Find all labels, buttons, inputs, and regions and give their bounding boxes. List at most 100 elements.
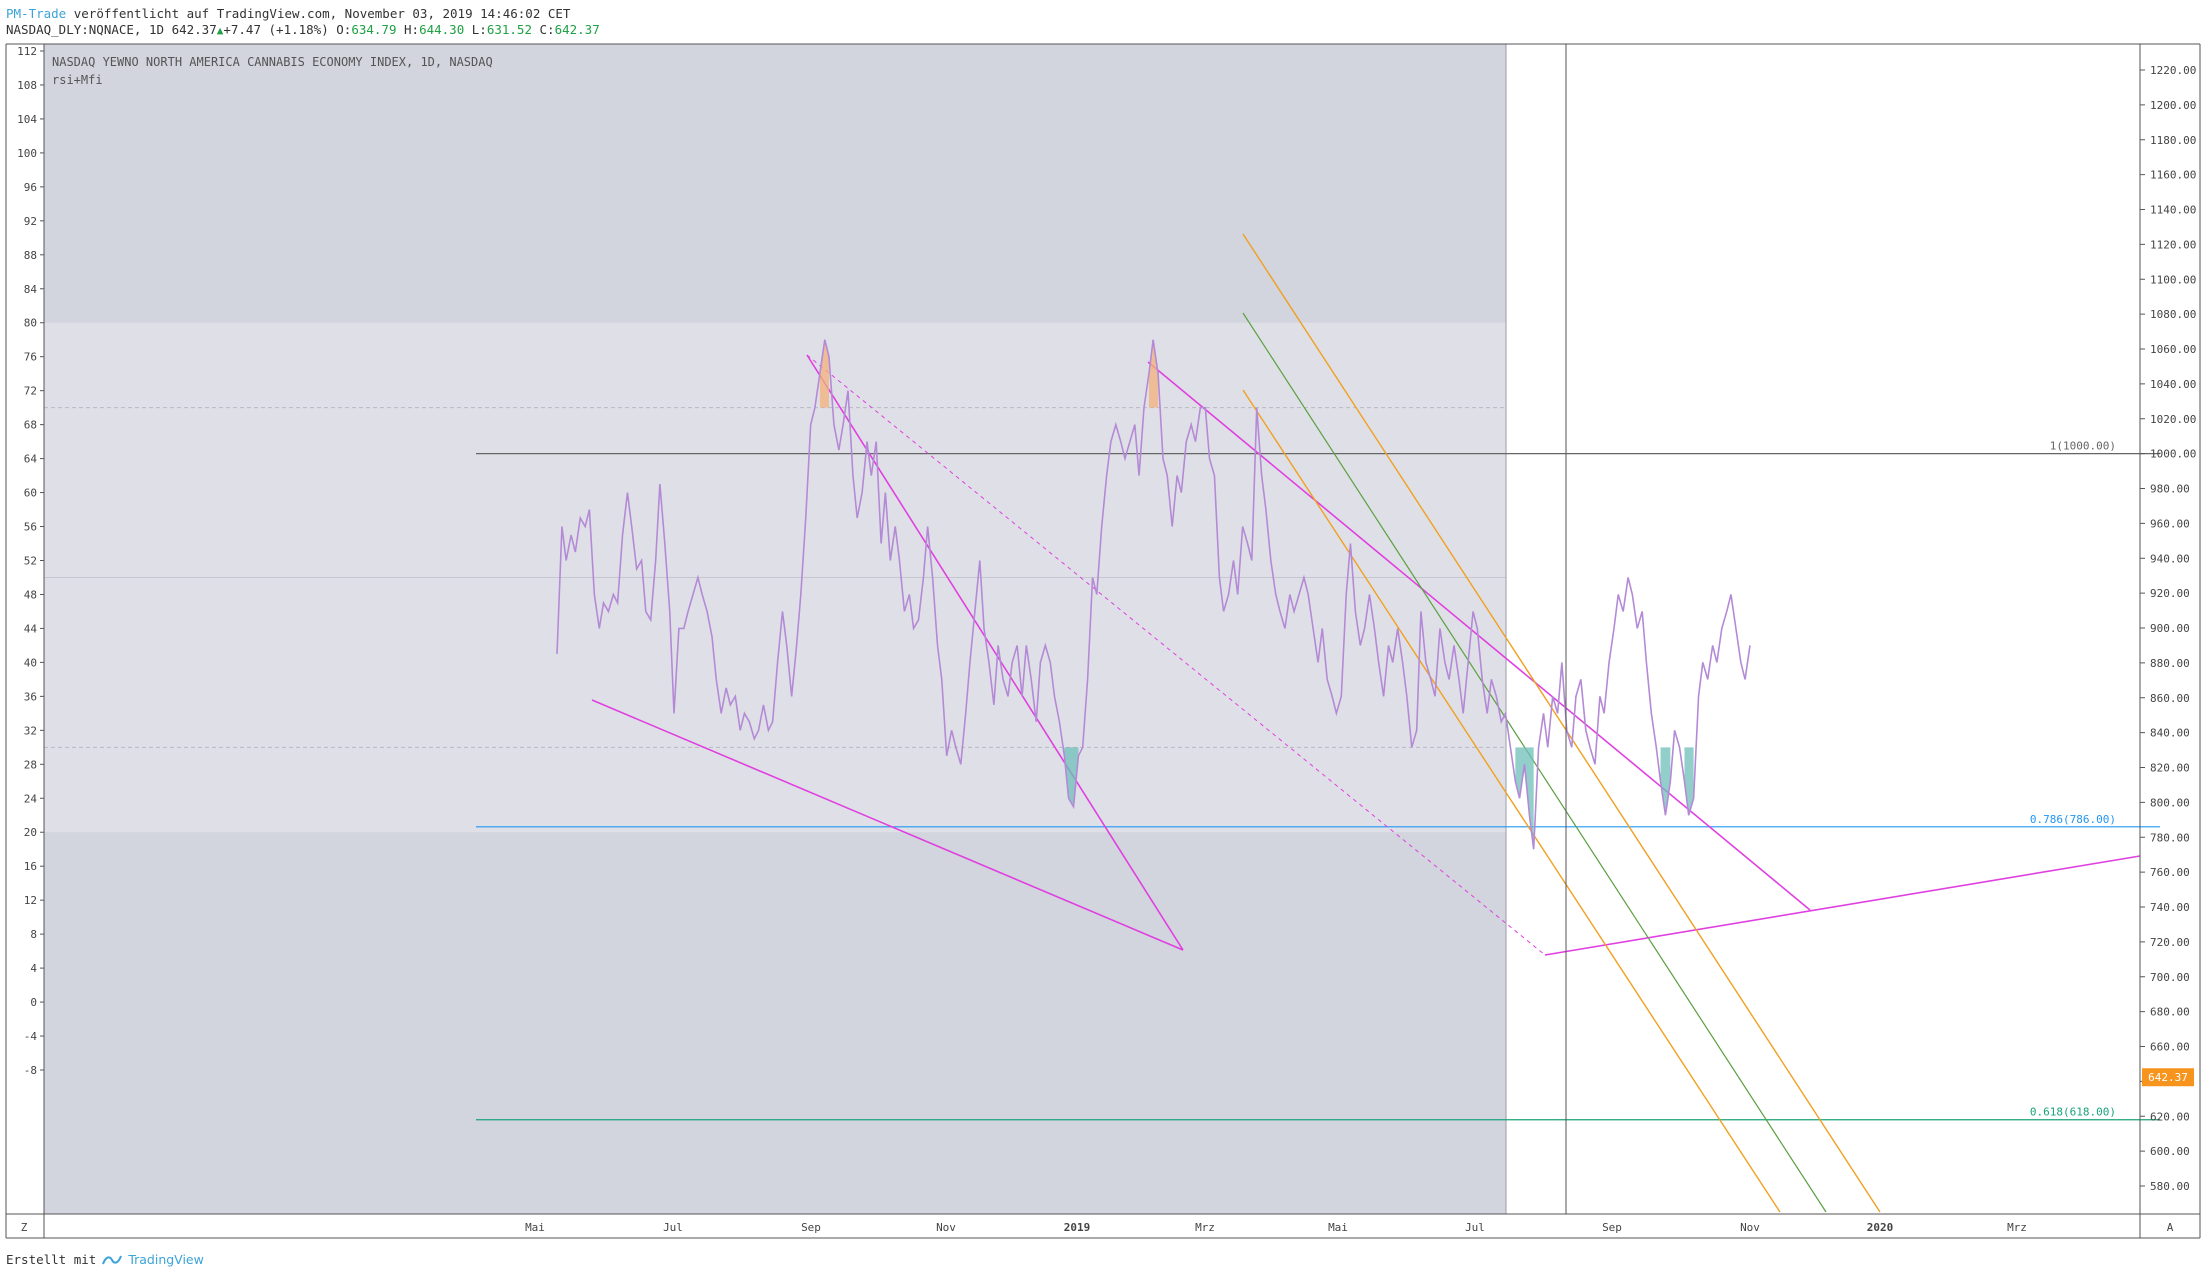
right-axis-label: 1040.00: [2150, 378, 2196, 391]
right-axis-label: 600.00: [2150, 1145, 2190, 1158]
footer-brand[interactable]: TradingView: [128, 1252, 204, 1267]
left-axis-label: 84: [24, 283, 38, 296]
left-axis-label: 88: [24, 249, 37, 262]
right-axis-label: 760.00: [2150, 866, 2190, 879]
left-axis-label: 4: [30, 962, 37, 975]
left-axis-label: 36: [24, 690, 37, 703]
channel-median-line: [1242, 312, 1827, 1213]
left-axis-label: 100: [17, 147, 37, 160]
dotted-guide-line: [806, 354, 1546, 956]
right-axis-label: 860.00: [2150, 692, 2190, 705]
x-axis-label: Nov: [1740, 1221, 1760, 1234]
fib-level-label: 0.786(786.00): [2030, 813, 2116, 826]
left-axis-label: 44: [24, 622, 38, 635]
change-value: +7.47 (+1.18%): [223, 22, 329, 37]
legend-title: NASDAQ YEWNO NORTH AMERICA CANNABIS ECON…: [52, 55, 493, 69]
support-trend-line: [1544, 855, 2141, 956]
published-text: veröffentlicht auf TradingView.com, Nove…: [73, 6, 571, 21]
rsi-series: [556, 339, 1751, 850]
channel-upper-line: [1242, 233, 1881, 1213]
open-label: O:: [336, 22, 352, 37]
right-axis-label: 1000.00: [2150, 448, 2196, 461]
right-axis-label: 940.00: [2150, 552, 2190, 565]
right-axis-label: 680.00: [2150, 1006, 2190, 1019]
right-axis-label: 620.00: [2150, 1110, 2190, 1123]
left-axis-label: 68: [24, 419, 37, 432]
right-axis-label: 900.00: [2150, 622, 2190, 635]
fib-level-label: 1(1000.00): [2050, 440, 2116, 453]
left-axis-label: 60: [24, 487, 37, 500]
low-value: 631.52: [486, 22, 532, 37]
x-axis-label: Nov: [936, 1221, 956, 1234]
fib-levels[interactable]: 1(1000.00) 0.786(786.00) 0.618(618.00): [476, 440, 2160, 1121]
right-axis-label: 960.00: [2150, 517, 2190, 530]
left-axis-label: 96: [24, 181, 37, 194]
right-axis-label: 1020.00: [2150, 413, 2196, 426]
x-axis-label: Mrz: [2007, 1221, 2027, 1234]
right-axis-label: 700.00: [2150, 971, 2190, 984]
left-axis-label: 40: [24, 656, 37, 669]
triangle-upper-line: [1147, 361, 1811, 911]
right-axis-label: 660.00: [2150, 1041, 2190, 1054]
chart-background: [43, 43, 1507, 1215]
right-axis-label: 880.00: [2150, 657, 2190, 670]
right-axis-label: 1140.00: [2150, 204, 2196, 217]
right-axis-label: 980.00: [2150, 483, 2190, 496]
x-axis-label: Jul: [663, 1221, 683, 1234]
right-axis-label: 800.00: [2150, 796, 2190, 809]
right-axis-label: 1060.00: [2150, 343, 2196, 356]
up-triangle-icon: ▲: [216, 24, 224, 37]
x-axis-label: 2019: [1064, 1221, 1091, 1234]
oversold-fill: [1515, 747, 1534, 850]
left-axis-label: 28: [24, 758, 37, 771]
high-value: 644.30: [419, 22, 465, 37]
right-axis-label: 1100.00: [2150, 273, 2196, 286]
right-axis-label: 580.00: [2150, 1180, 2190, 1193]
right-axis-label: 780.00: [2150, 831, 2190, 844]
axes[interactable]: 1121081041009692888480767268646056524844…: [5, 43, 2201, 1239]
tradingview-logo-icon: [102, 1255, 123, 1264]
left-axis-label: 112: [17, 45, 37, 58]
right-axis-label: 920.00: [2150, 587, 2190, 600]
trend-drawings[interactable]: [591, 233, 2141, 1213]
left-axis-label: 56: [24, 521, 37, 534]
right-axis-area: [1506, 44, 1966, 1214]
low-label: L:: [471, 22, 487, 37]
left-axis-label: 76: [24, 351, 37, 364]
author-link[interactable]: PM-Trade: [6, 6, 67, 21]
wedge-upper-line: [806, 354, 1184, 951]
x-axis-label: Sep: [801, 1221, 821, 1234]
wedge-lower-line: [591, 699, 1184, 951]
auto-scale-button[interactable]: A: [2167, 1221, 2174, 1234]
left-axis-label: 24: [24, 792, 38, 805]
left-axis-label: 64: [24, 453, 38, 466]
right-axis-label: 1220.00: [2150, 64, 2196, 77]
right-axis-label: 720.00: [2150, 936, 2190, 949]
zoom-corner-button[interactable]: Z: [21, 1221, 28, 1234]
legend-indicator: rsi+Mfi: [52, 73, 103, 87]
publish-info: PM-Trade veröffentlicht auf TradingView.…: [6, 6, 570, 22]
left-axis-label: -8: [24, 1064, 37, 1077]
channel-lower-line: [1242, 389, 1781, 1213]
x-axis-label: Jul: [1465, 1221, 1485, 1234]
rsi-fills: [819, 339, 1694, 850]
overbought-fill: [819, 339, 830, 408]
x-axis-label: Mrz: [1195, 1221, 1215, 1234]
footer-prefix: Erstellt mit: [6, 1252, 97, 1267]
left-axis-label: 92: [24, 215, 37, 228]
left-axis-label: -4: [24, 1030, 38, 1043]
left-axis-label: 8: [30, 928, 37, 941]
current-price-label: 642.37: [2148, 1071, 2188, 1084]
left-axis-label: 80: [24, 317, 37, 330]
rsi-line: [556, 339, 1751, 850]
left-axis-label: 72: [24, 385, 37, 398]
last-price: 642.37: [171, 22, 217, 37]
right-axis-label: 1180.00: [2150, 134, 2196, 147]
left-axis-label: 20: [24, 826, 37, 839]
close-value: 642.37: [554, 22, 600, 37]
symbol-label: NASDAQ_DLY:NQNACE, 1D: [6, 22, 165, 37]
close-label: C:: [539, 22, 555, 37]
left-axis-label: 52: [24, 555, 37, 568]
left-axis-label: 12: [24, 894, 37, 907]
